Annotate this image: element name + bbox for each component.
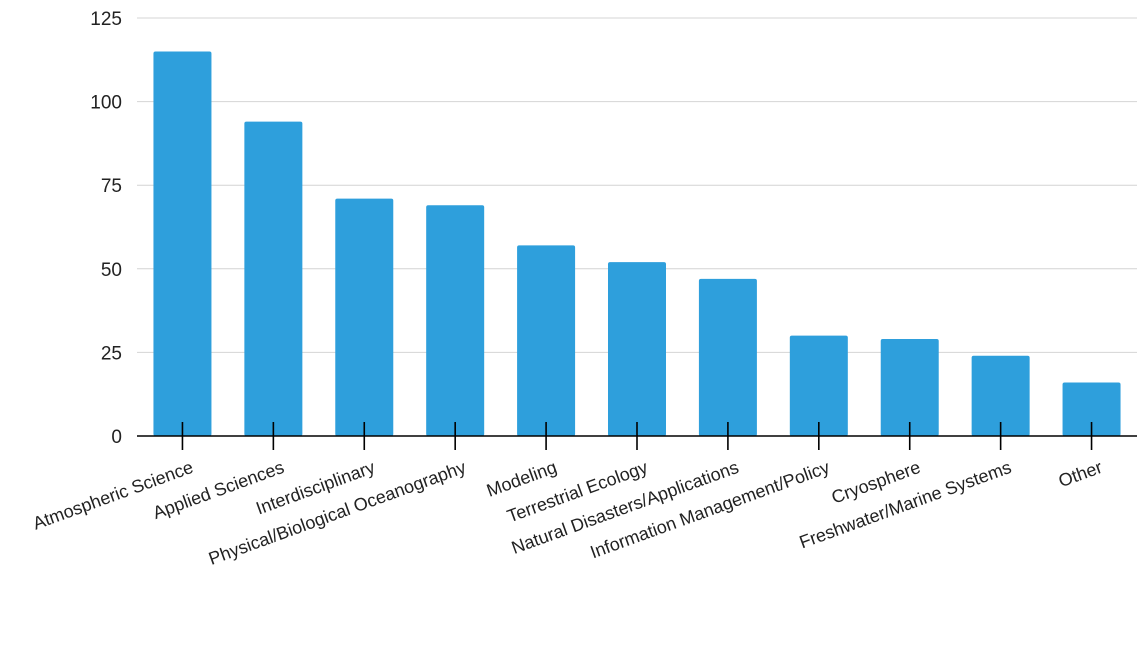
y-axis-ticks: 0 25 50 75 100 125 <box>90 9 122 448</box>
bars <box>153 51 1121 436</box>
y-tick-label: 25 <box>101 343 122 364</box>
bar <box>880 339 939 436</box>
bar <box>1062 382 1121 436</box>
bar <box>698 278 757 436</box>
bar <box>426 205 485 436</box>
y-tick-label: 100 <box>90 93 122 114</box>
bar <box>244 121 303 436</box>
bar <box>608 262 666 436</box>
x-tick-label: Other <box>1056 457 1105 491</box>
bar <box>789 335 848 436</box>
gridlines <box>137 17 1137 353</box>
y-tick-label: 75 <box>101 176 122 197</box>
bar <box>153 51 212 436</box>
y-tick-label: 50 <box>101 260 122 281</box>
y-tick-label: 125 <box>90 9 122 30</box>
bar <box>517 245 576 436</box>
y-tick-label: 0 <box>111 427 122 448</box>
x-tick-label: Atmospheric Science <box>30 457 196 534</box>
bar <box>971 355 1030 436</box>
bar <box>335 198 394 436</box>
